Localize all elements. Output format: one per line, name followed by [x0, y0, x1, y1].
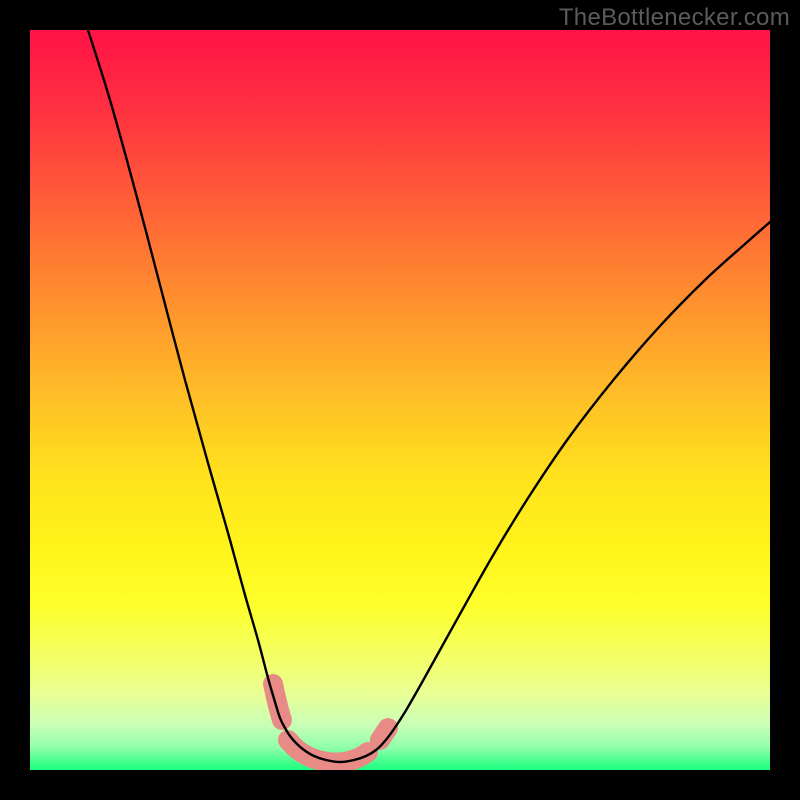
bottleneck-curve — [88, 30, 770, 762]
chart-curve-layer — [30, 30, 770, 770]
chart-frame: TheBottlenecker.com — [0, 0, 800, 800]
watermark-text: TheBottlenecker.com — [559, 4, 790, 32]
marker-blob-group — [273, 684, 388, 763]
plot-area — [30, 30, 770, 770]
